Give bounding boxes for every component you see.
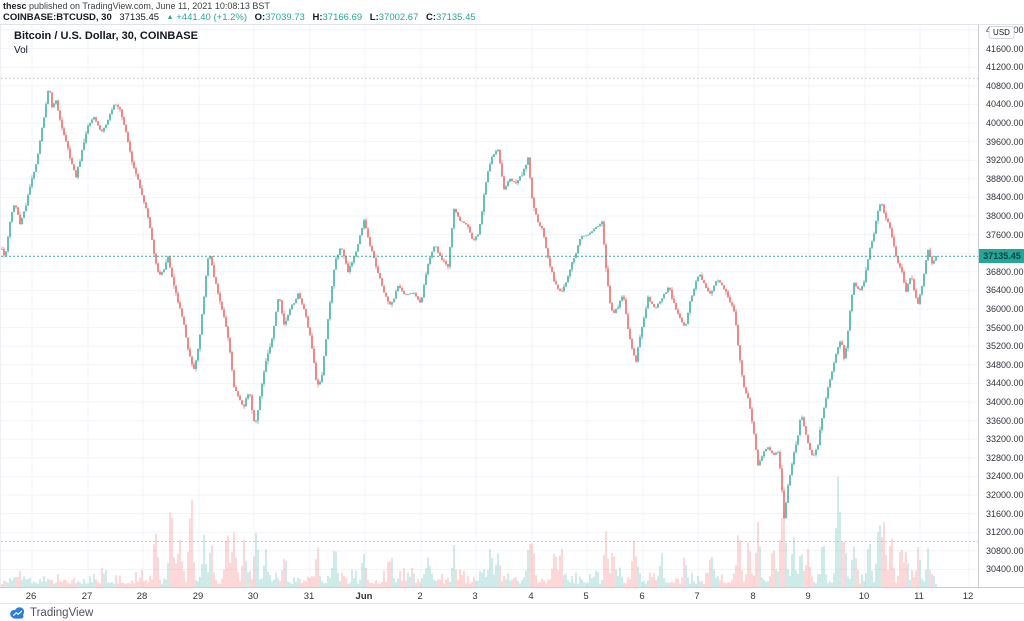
current-price-label: 37135.45 bbox=[979, 249, 1024, 264]
tradingview-brand-link[interactable]: TradingView bbox=[9, 604, 93, 621]
close-label: C: bbox=[426, 12, 437, 23]
tradingview-cloud-icon bbox=[10, 607, 25, 619]
price-axis[interactable]: 30400.00 30800.00 31200.00 31600.00 32000.00… bbox=[978, 25, 1024, 587]
price-tick-label: 33200.00 bbox=[986, 434, 1024, 445]
price-tick-label: 39600.00 bbox=[986, 136, 1024, 147]
time-tick-label: Jun bbox=[355, 591, 373, 602]
brand-name: TradingView bbox=[30, 606, 94, 619]
attribution-line: thesc published on TradingView.com, June… bbox=[3, 1, 270, 11]
price-tick-label: 36800.00 bbox=[986, 266, 1024, 277]
price-tick-label: 35600.00 bbox=[986, 322, 1024, 333]
close-value: 37135.45 bbox=[436, 12, 476, 23]
low-value: 37002.67 bbox=[378, 12, 419, 23]
axis-corner bbox=[978, 587, 1024, 604]
time-tick-label: 7 bbox=[694, 591, 700, 602]
time-tick-label: 8 bbox=[750, 591, 756, 602]
price-tick-label: 38800.00 bbox=[986, 173, 1024, 184]
price-tick-label: 31200.00 bbox=[986, 527, 1024, 538]
grid-layer bbox=[1, 25, 979, 587]
legend-symbol-title[interactable]: Bitcoin / U.S. Dollar, 30, COINBASE bbox=[14, 30, 198, 42]
time-tick-label: 5 bbox=[583, 591, 589, 602]
attribution-text: published on TradingView.com, June 11, 2… bbox=[26, 1, 270, 11]
time-tick-label: 28 bbox=[136, 591, 148, 602]
price-tick-label: 32000.00 bbox=[986, 490, 1024, 500]
high-label: H: bbox=[312, 12, 323, 23]
time-tick-label: 30 bbox=[247, 591, 259, 602]
price-tick-label: 32400.00 bbox=[986, 471, 1024, 482]
low-label: L: bbox=[369, 12, 379, 23]
price-tick-label: 37600.00 bbox=[986, 229, 1024, 240]
price-tick-label: 35200.00 bbox=[986, 341, 1024, 352]
time-tick-label: 12 bbox=[962, 591, 974, 602]
chart-frame: Bitcoin / U.S. Dollar, 30, COINBASE Vol … bbox=[0, 24, 1024, 604]
volume-bars-layer bbox=[1, 476, 937, 587]
price-tick-label: 36000.00 bbox=[986, 304, 1024, 314]
legend-volume-label[interactable]: Vol bbox=[14, 45, 28, 56]
time-tick-label: 27 bbox=[81, 591, 93, 602]
candlestick-volume-canvas[interactable] bbox=[1, 25, 979, 587]
time-axis[interactable]: 26 27 28 29 30 31 Jun 2 3 4 5 6 7 8 9 10 11 12 bbox=[0, 587, 978, 604]
price-tick-label: 34800.00 bbox=[986, 359, 1024, 370]
time-tick-label: 11 bbox=[914, 591, 924, 602]
price-tick-label: 40000.00 bbox=[986, 118, 1024, 128]
currency-toggle-badge[interactable]: USD bbox=[988, 26, 1015, 39]
price-tick-label: 39200.00 bbox=[986, 155, 1024, 166]
price-tick-label: 38000.00 bbox=[986, 211, 1024, 221]
time-tick-label: 3 bbox=[472, 591, 478, 602]
price-tick-label: 38400.00 bbox=[986, 192, 1024, 203]
price-tick-label: 34000.00 bbox=[986, 397, 1024, 407]
price-tick-label: 32800.00 bbox=[986, 452, 1024, 463]
hi-lo-dotted-lines bbox=[1, 77, 979, 542]
open-label: O: bbox=[254, 12, 266, 23]
price-change: +441.40 (+1.2%) bbox=[176, 12, 248, 23]
time-tick-label: 10 bbox=[858, 591, 870, 602]
candles-layer bbox=[1, 90, 937, 519]
open-value: 37039.73 bbox=[265, 12, 305, 23]
price-tick-label: 41600.00 bbox=[986, 43, 1024, 54]
chart-legend: Bitcoin / U.S. Dollar, 30, COINBASE Vol bbox=[14, 30, 198, 56]
price-tick-label: 36400.00 bbox=[986, 285, 1024, 296]
author-name: thesc bbox=[3, 1, 27, 11]
symbol-ohlc-line: COINBASE:BTCUSD, 30 37135.45 ▲ +441.40 (… bbox=[3, 12, 476, 23]
last-price: 37135.45 bbox=[119, 12, 160, 23]
price-tick-label: 34400.00 bbox=[986, 378, 1024, 389]
time-tick-label: 31 bbox=[303, 591, 315, 602]
price-tick-label: 40800.00 bbox=[986, 80, 1024, 91]
price-tick-label: 30400.00 bbox=[986, 564, 1024, 575]
time-tick-label: 2 bbox=[417, 591, 423, 602]
price-tick-label: 31600.00 bbox=[986, 508, 1024, 519]
time-tick-label: 4 bbox=[528, 591, 534, 602]
up-arrow-icon: ▲ bbox=[166, 14, 174, 21]
price-tick-label: 33600.00 bbox=[986, 415, 1024, 426]
time-tick-label: 9 bbox=[805, 591, 811, 602]
price-tick-label: 30800.00 bbox=[986, 545, 1024, 556]
high-value: 37166.69 bbox=[322, 12, 363, 23]
symbol-name: COINBASE:BTCUSD, 30 bbox=[3, 12, 112, 23]
price-tick-label: 40400.00 bbox=[986, 99, 1024, 110]
time-tick-label: 26 bbox=[25, 591, 37, 602]
price-tick-label: 41200.00 bbox=[986, 62, 1024, 73]
time-tick-label: 6 bbox=[639, 591, 645, 602]
time-tick-label: 29 bbox=[192, 591, 204, 602]
price-chart-pane[interactable]: Bitcoin / U.S. Dollar, 30, COINBASE Vol bbox=[0, 25, 979, 587]
